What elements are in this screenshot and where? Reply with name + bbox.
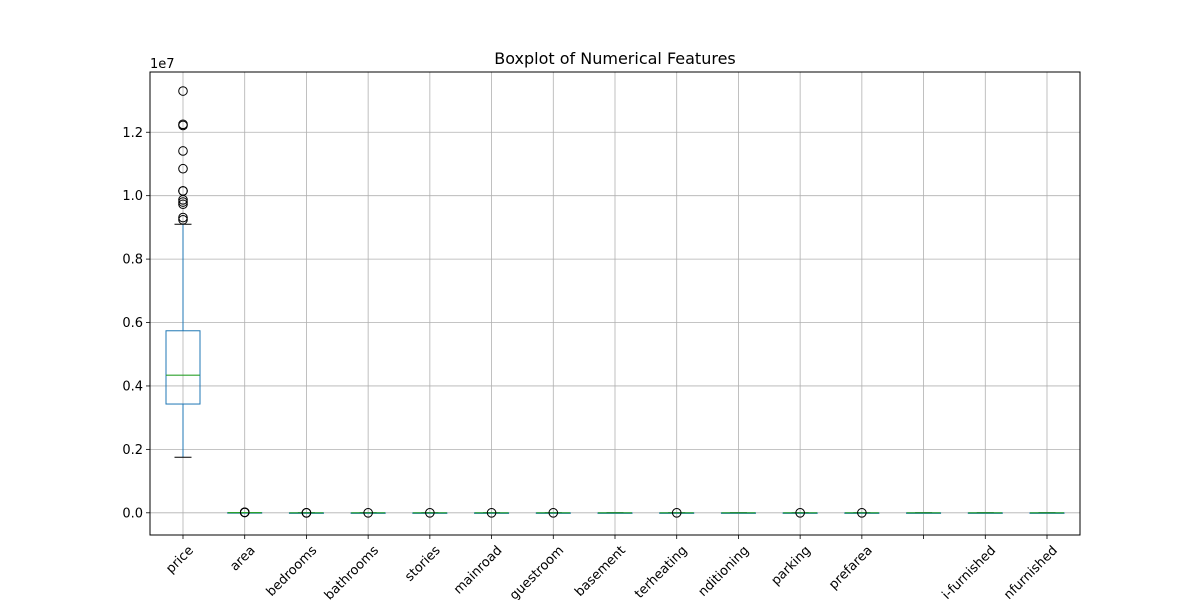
- outlier-point: [178, 199, 188, 210]
- x-tick-label: basement: [572, 543, 629, 600]
- y-tick-label: 0.0: [122, 506, 143, 521]
- x-tick-label: stories: [402, 543, 444, 585]
- outlier-point: [671, 508, 682, 518]
- box-price: [165, 330, 201, 405]
- x-tick-label: guestroom: [507, 543, 567, 600]
- boxes-layer: [165, 86, 1065, 518]
- chart-title: Boxplot of Numerical Features: [494, 49, 736, 68]
- outlier-point: [548, 508, 559, 518]
- y-tick-label: 1.0: [122, 189, 143, 204]
- x-tick-label: nfurnished: [1001, 543, 1061, 600]
- y-tick-label: 0.6: [122, 316, 143, 331]
- outlier-point: [178, 214, 188, 225]
- x-tick-label: terheating: [632, 543, 690, 600]
- outlier-point: [178, 195, 188, 205]
- y-tick-label: 0.8: [122, 253, 143, 268]
- outlier-point: [178, 197, 188, 207]
- x-tick-label: nditioning: [696, 543, 753, 600]
- outlier-point: [857, 508, 867, 518]
- outlier-point: [363, 508, 373, 518]
- outlier-point: [301, 508, 312, 518]
- outlier-point: [486, 508, 497, 518]
- x-tick-label: parking: [769, 543, 814, 588]
- y-axis-multiplier-label: 1e7: [150, 57, 175, 72]
- y-tick-label: 0.2: [122, 443, 143, 458]
- x-tick-label: bedrooms: [264, 543, 321, 600]
- x-tick-label: area: [227, 543, 258, 574]
- x-tick-label: i-furnished: [939, 543, 999, 600]
- outlier-point: [178, 163, 188, 174]
- outlier-point: [425, 508, 435, 518]
- outlier-point: [178, 146, 188, 156]
- x-tick-label: mainroad: [451, 543, 505, 597]
- x-tick-label: prefarea: [826, 543, 875, 592]
- y-tick-label: 0.4: [122, 379, 143, 394]
- y-tick-label: 1.2: [122, 126, 143, 141]
- x-tick-label: price: [163, 543, 196, 576]
- outlier-point: [178, 86, 188, 96]
- x-tick-label: bathrooms: [322, 543, 382, 600]
- outlier-point: [795, 508, 805, 518]
- outlier-point: [178, 212, 188, 223]
- grid-lines: [150, 72, 1080, 535]
- outlier-point: [178, 120, 188, 131]
- plot-area-frame: [149, 71, 1081, 536]
- outlier-point: [239, 507, 250, 518]
